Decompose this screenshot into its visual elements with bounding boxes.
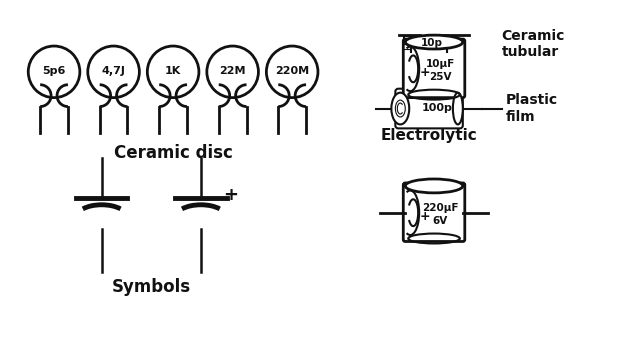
Text: 5p6: 5p6 bbox=[42, 66, 66, 76]
FancyBboxPatch shape bbox=[403, 39, 465, 98]
Ellipse shape bbox=[148, 46, 199, 98]
Ellipse shape bbox=[391, 93, 409, 124]
Ellipse shape bbox=[405, 179, 462, 193]
Ellipse shape bbox=[453, 93, 462, 124]
Ellipse shape bbox=[207, 46, 258, 98]
Ellipse shape bbox=[28, 46, 80, 98]
Text: Plastic
film: Plastic film bbox=[506, 94, 558, 124]
FancyBboxPatch shape bbox=[396, 89, 462, 128]
Text: 220μF: 220μF bbox=[422, 203, 458, 213]
Text: 6V: 6V bbox=[432, 216, 447, 226]
Ellipse shape bbox=[405, 35, 462, 49]
Text: Ceramic
tubular: Ceramic tubular bbox=[501, 29, 565, 59]
Text: Electrolytic: Electrolytic bbox=[381, 128, 478, 143]
Text: Symbols: Symbols bbox=[112, 278, 191, 296]
Text: 100p: 100p bbox=[422, 103, 452, 113]
Ellipse shape bbox=[266, 46, 318, 98]
Bar bbox=[404, 36, 454, 52]
Text: 10μF: 10μF bbox=[426, 59, 454, 69]
Text: 25V: 25V bbox=[429, 72, 451, 82]
Text: +: + bbox=[223, 186, 238, 204]
Text: +: + bbox=[420, 66, 431, 79]
Text: 10p: 10p bbox=[421, 38, 443, 48]
Bar bbox=[404, 36, 454, 52]
Text: 4,7J: 4,7J bbox=[102, 66, 126, 76]
Text: +: + bbox=[420, 210, 431, 223]
Text: 22M: 22M bbox=[219, 66, 246, 76]
FancyBboxPatch shape bbox=[403, 183, 465, 241]
Text: 220M: 220M bbox=[275, 66, 309, 76]
Text: 1K: 1K bbox=[165, 66, 181, 76]
Ellipse shape bbox=[88, 46, 139, 98]
Text: Ceramic disc: Ceramic disc bbox=[114, 144, 232, 162]
